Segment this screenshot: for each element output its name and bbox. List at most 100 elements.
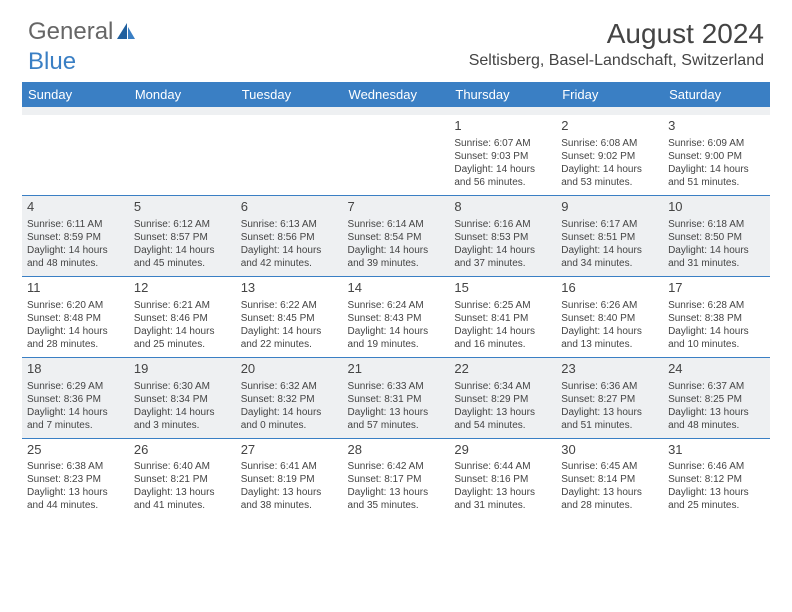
sunset-line: Sunset: 8:31 PM [348,393,445,406]
day-number: 7 [348,199,445,216]
week-row: 25Sunrise: 6:38 AMSunset: 8:23 PMDayligh… [22,438,770,518]
day-number: 21 [348,361,445,378]
day-number: 26 [134,442,231,459]
day-number: 1 [454,118,551,135]
sunset-line: Sunset: 8:45 PM [241,312,338,325]
daylight-line: Daylight: 13 hours and 25 minutes. [668,486,765,512]
day-number: 29 [454,442,551,459]
daylight-line: Daylight: 14 hours and 51 minutes. [668,163,765,189]
sunrise-line: Sunrise: 6:28 AM [668,299,765,312]
day-number: 15 [454,280,551,297]
day-cell: 17Sunrise: 6:28 AMSunset: 8:38 PMDayligh… [663,276,770,356]
day-header: Saturday [663,82,770,107]
daylight-line: Daylight: 14 hours and 0 minutes. [241,406,338,432]
day-cell: 10Sunrise: 6:18 AMSunset: 8:50 PMDayligh… [663,195,770,275]
day-cell: 7Sunrise: 6:14 AMSunset: 8:54 PMDaylight… [343,195,450,275]
logo-line2: Blue [28,48,76,76]
logo-text-general: General [28,18,113,46]
sunset-line: Sunset: 8:57 PM [134,231,231,244]
day-cell: 20Sunrise: 6:32 AMSunset: 8:32 PMDayligh… [236,357,343,437]
logo-text-blue: Blue [28,48,76,75]
day-cell: 15Sunrise: 6:25 AMSunset: 8:41 PMDayligh… [449,276,556,356]
daylight-line: Daylight: 14 hours and 31 minutes. [668,244,765,270]
daylight-line: Daylight: 14 hours and 22 minutes. [241,325,338,351]
day-number: 28 [348,442,445,459]
week-row: 1Sunrise: 6:07 AMSunset: 9:03 PMDaylight… [22,115,770,195]
sunset-line: Sunset: 8:53 PM [454,231,551,244]
sunrise-line: Sunrise: 6:14 AM [348,218,445,231]
day-cell: 12Sunrise: 6:21 AMSunset: 8:46 PMDayligh… [129,276,236,356]
daylight-line: Daylight: 14 hours and 13 minutes. [561,325,658,351]
day-header: Tuesday [236,82,343,107]
day-number: 11 [27,280,124,297]
day-number: 12 [134,280,231,297]
day-number: 23 [561,361,658,378]
sunrise-line: Sunrise: 6:36 AM [561,380,658,393]
daylight-line: Daylight: 14 hours and 39 minutes. [348,244,445,270]
day-header-row: SundayMondayTuesdayWednesdayThursdayFrid… [22,82,770,107]
daylight-line: Daylight: 13 hours and 51 minutes. [561,406,658,432]
daylight-line: Daylight: 14 hours and 37 minutes. [454,244,551,270]
sunrise-line: Sunrise: 6:32 AM [241,380,338,393]
sunrise-line: Sunrise: 6:37 AM [668,380,765,393]
day-number: 30 [561,442,658,459]
daylight-line: Daylight: 14 hours and 48 minutes. [27,244,124,270]
sunset-line: Sunset: 8:16 PM [454,473,551,486]
daylight-line: Daylight: 13 hours and 28 minutes. [561,486,658,512]
day-number: 22 [454,361,551,378]
sunrise-line: Sunrise: 6:38 AM [27,460,124,473]
sunset-line: Sunset: 8:14 PM [561,473,658,486]
day-cell [129,115,236,195]
week-row: 4Sunrise: 6:11 AMSunset: 8:59 PMDaylight… [22,195,770,275]
day-number: 6 [241,199,338,216]
sunset-line: Sunset: 8:50 PM [668,231,765,244]
day-header: Monday [129,82,236,107]
daylight-line: Daylight: 13 hours and 35 minutes. [348,486,445,512]
sunrise-line: Sunrise: 6:34 AM [454,380,551,393]
day-cell [236,115,343,195]
sunrise-line: Sunrise: 6:12 AM [134,218,231,231]
sunset-line: Sunset: 8:17 PM [348,473,445,486]
sunset-line: Sunset: 8:43 PM [348,312,445,325]
sunset-line: Sunset: 8:34 PM [134,393,231,406]
day-cell: 4Sunrise: 6:11 AMSunset: 8:59 PMDaylight… [22,195,129,275]
sunrise-line: Sunrise: 6:13 AM [241,218,338,231]
day-number: 2 [561,118,658,135]
sunset-line: Sunset: 8:19 PM [241,473,338,486]
sunrise-line: Sunrise: 6:24 AM [348,299,445,312]
sunrise-line: Sunrise: 6:29 AM [27,380,124,393]
sunrise-line: Sunrise: 6:09 AM [668,137,765,150]
daylight-line: Daylight: 14 hours and 3 minutes. [134,406,231,432]
day-cell: 23 Sunrise: 6:36 AMSunset: 8:27 PMDayligh… [556,357,663,437]
day-number: 16 [561,280,658,297]
sunset-line: Sunset: 8:27 PM [561,393,658,406]
day-number: 24 [668,361,765,378]
week-row: 18Sunrise: 6:29 AMSunset: 8:36 PMDayligh… [22,357,770,437]
spacer-row [22,107,770,115]
day-header: Thursday [449,82,556,107]
sunset-line: Sunset: 8:59 PM [27,231,124,244]
sunset-line: Sunset: 9:03 PM [454,150,551,163]
day-number: 13 [241,280,338,297]
sunset-line: Sunset: 8:12 PM [668,473,765,486]
day-cell: 30Sunrise: 6:45 AMSunset: 8:14 PMDayligh… [556,438,663,518]
day-number: 17 [668,280,765,297]
daylight-line: Daylight: 13 hours and 44 minutes. [27,486,124,512]
daylight-line: Daylight: 14 hours and 25 minutes. [134,325,231,351]
day-cell: 5Sunrise: 6:12 AMSunset: 8:57 PMDaylight… [129,195,236,275]
sunset-line: Sunset: 8:29 PM [454,393,551,406]
day-number: 3 [668,118,765,135]
sunrise-line: Sunrise: 6:30 AM [134,380,231,393]
day-cell [22,115,129,195]
daylight-line: Daylight: 14 hours and 34 minutes. [561,244,658,270]
sunrise-line: Sunrise: 6:22 AM [241,299,338,312]
sunrise-line: Sunrise: 6:08 AM [561,137,658,150]
daylight-line: Daylight: 14 hours and 16 minutes. [454,325,551,351]
day-cell [343,115,450,195]
sunset-line: Sunset: 8:51 PM [561,231,658,244]
sunset-line: Sunset: 8:32 PM [241,393,338,406]
daylight-line: Daylight: 14 hours and 28 minutes. [27,325,124,351]
sunrise-line: Sunrise: 6:20 AM [27,299,124,312]
day-cell: 13 Sunrise: 6:22 AMSunset: 8:45 PMDayligh… [236,276,343,356]
day-number: 19 [134,361,231,378]
